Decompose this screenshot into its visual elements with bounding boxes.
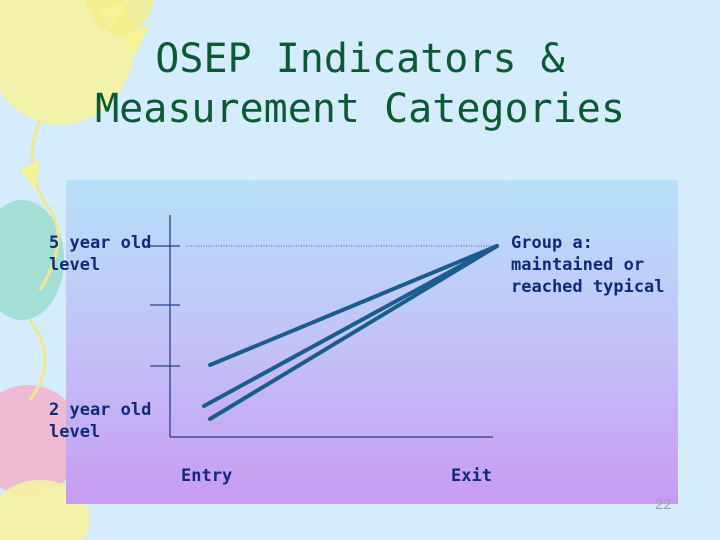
slide-title-line-2: Measurement Categories [95, 86, 625, 132]
y-label-5-year-line-2: level [49, 255, 101, 275]
trajectory-line-3 [208, 244, 499, 421]
balloon-streamer-1 [100, 0, 130, 30]
y-label-5-year: 5 year old level [49, 232, 151, 276]
balloon-yellow-top [0, 0, 135, 125]
group-a-annotation-line-2: maintained or [511, 255, 645, 275]
slide-title: OSEP Indicators & Measurement Categories [60, 34, 660, 134]
balloon-string-2 [28, 319, 47, 401]
x-label-exit: Exit [451, 466, 492, 486]
group-a-annotation: Group a: maintained or reached typical [511, 232, 665, 298]
page-number: 22 [655, 496, 672, 513]
y-label-2-year-line-1: 2 year old [49, 400, 152, 420]
trajectory-line-1 [208, 244, 499, 367]
balloon-string-1 [30, 119, 60, 291]
trajectory-line-2 [202, 244, 499, 408]
diagram-panel [66, 180, 678, 504]
y-label-2-year-line-2: level [49, 422, 101, 442]
balloon-teal-left [0, 200, 64, 320]
balloon-yellow-top-2 [85, 0, 155, 35]
group-a-annotation-line-1: Group a: [511, 233, 593, 253]
balloon-streamer-2 [120, 25, 150, 55]
y-label-5-year-line-1: 5 year old [49, 233, 152, 253]
group-a-annotation-line-3: reached typical [511, 277, 665, 297]
x-label-entry: Entry [181, 466, 233, 486]
y-label-2-year: 2 year old level [49, 399, 151, 443]
balloon-pink-bottom [0, 385, 83, 495]
slide-title-line-1: OSEP Indicators & [155, 36, 565, 82]
balloon-streamer-3 [20, 160, 40, 190]
